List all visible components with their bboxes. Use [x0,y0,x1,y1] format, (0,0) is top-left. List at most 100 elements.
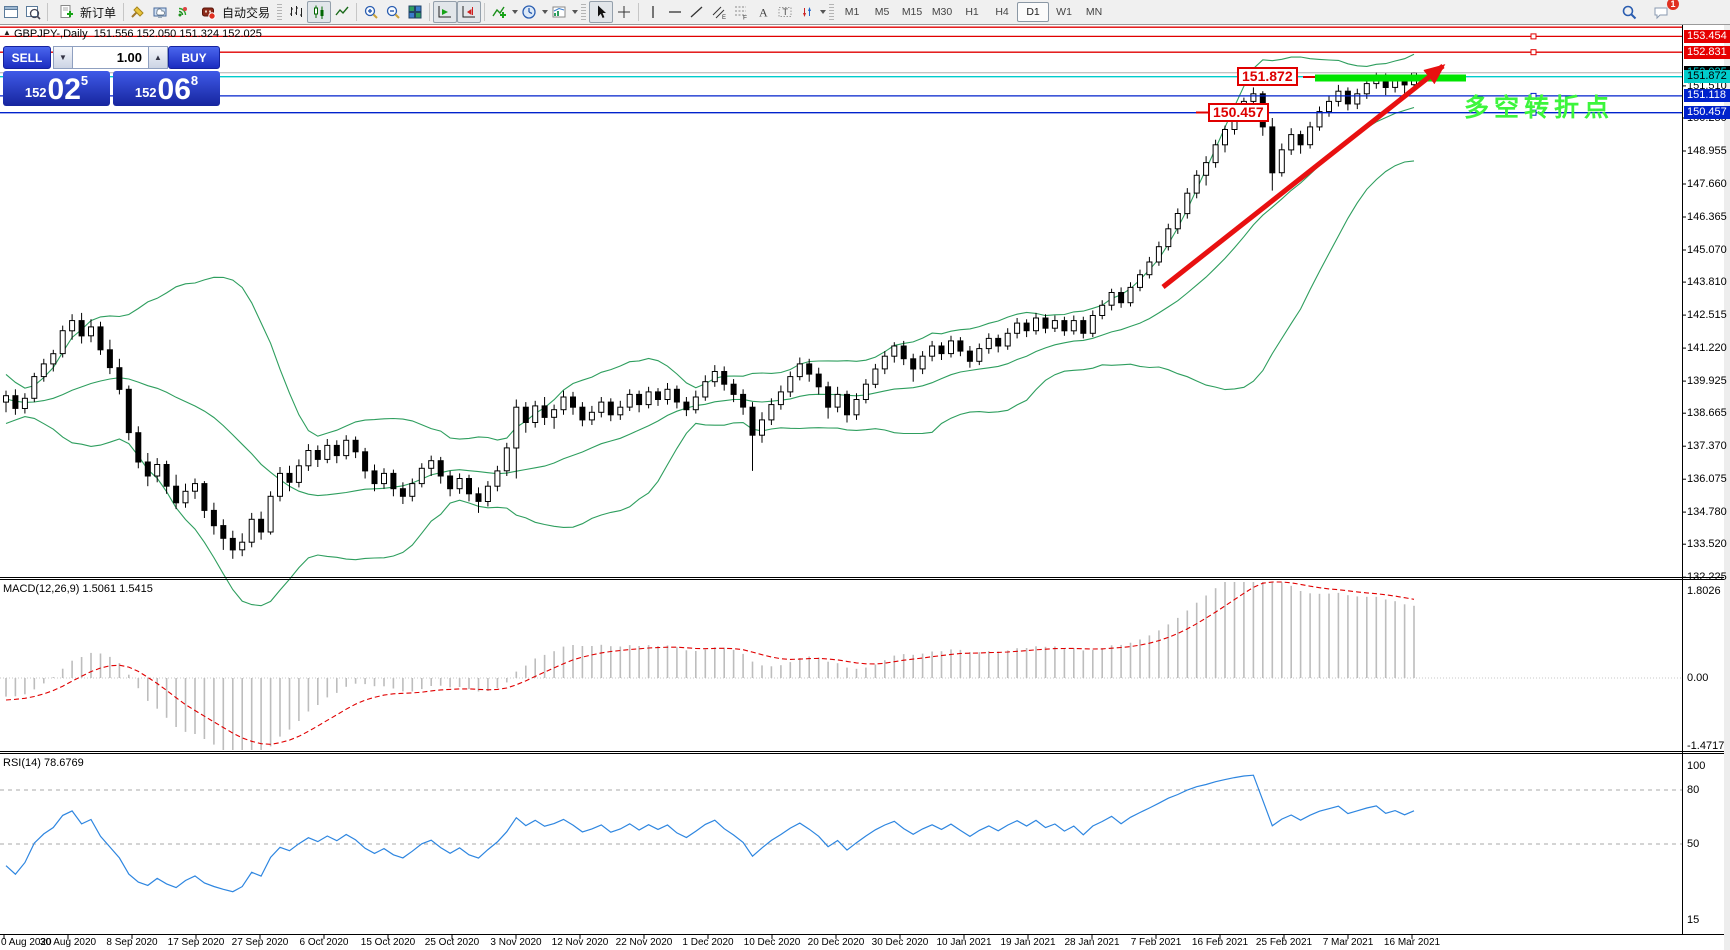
pane-borders [0,25,1730,939]
chart-preview-icon[interactable] [22,2,44,22]
publish-icon[interactable] [149,2,171,22]
macd-axis-tick: 1.8026 [1687,585,1721,597]
volume-decrease-button[interactable]: ▼ [53,46,73,69]
timeframe-m30[interactable]: M30 [931,6,953,18]
toolbar-separator [123,3,125,21]
auto-scroll-icon[interactable] [433,1,458,23]
horizontal-line-icon[interactable] [664,2,686,22]
date-axis-label: 7 Mar 2021 [1322,937,1374,948]
price-level-label: 152.831 [1684,45,1730,59]
date-axis-label: 16 Mar 2021 [1383,937,1441,948]
crosshair-icon[interactable] [613,2,635,22]
candles [3,72,1417,559]
timeframe-mn[interactable]: MN [1085,6,1103,18]
window-right-edge [1724,25,1730,950]
search-icon[interactable] [1618,2,1640,22]
zoom-in-icon[interactable] [360,2,382,22]
timeframe-h1[interactable]: H1 [965,6,979,18]
volume-input[interactable] [73,46,148,69]
toolbar-separator [484,3,486,21]
price-axis-tick: 148.955 [1687,145,1727,157]
sell-price-handle: 152 [24,85,47,100]
date-axis-label: 12 Nov 2020 [551,937,609,948]
price-axis-tick: 147.660 [1687,178,1727,190]
timeframe-m1[interactable]: M1 [844,6,860,18]
candlestick-chart-icon[interactable] [307,1,332,23]
tile-windows-icon[interactable] [404,2,426,22]
new-order-button[interactable]: 新订单 [51,2,120,22]
macd-signal-line [5,581,1415,745]
styler-icon[interactable] [127,2,149,22]
date-axis-label: 10 Jan 2021 [936,937,992,948]
toolbar-separator [356,3,358,21]
buy-button[interactable]: BUY [168,46,220,69]
equidistant-channel-icon[interactable]: E [708,2,730,22]
chart-shift-icon[interactable] [457,1,482,23]
chat-badge: 1 [1667,0,1679,10]
fibonacci-icon[interactable]: F [730,2,752,22]
horizontal-level-lines[interactable] [0,26,1682,116]
toolbar: 新订单 自动交易 [0,0,1730,25]
price-axis-tick: 138.665 [1687,407,1727,420]
chat-icon[interactable]: 1 [1650,0,1679,22]
autotrade-label: 自动交易 [222,5,271,20]
cn-annotation[interactable]: 多空转折点 [1464,94,1615,122]
date-axis-label: 30 Dec 2020 [871,937,929,948]
buy-price-handle: 152 [134,85,157,100]
bar-chart-icon[interactable] [285,2,307,22]
date-axis-label: 27 Sep 2020 [231,937,289,948]
toolbar-grip [829,4,835,20]
price-axis-tick: 136.075 [1687,473,1727,486]
timeframe-w1[interactable]: W1 [1056,6,1072,18]
text-label-icon[interactable]: T [774,2,796,22]
new-chart-icon[interactable] [0,2,22,22]
price-level-label: 153.454 [1684,29,1730,43]
text-icon[interactable]: A [752,2,774,22]
date-axis-label: 1 Dec 2020 [682,937,734,948]
zoom-out-icon[interactable] [382,2,404,22]
indicators-icon[interactable] [488,2,510,22]
date-axis-label: 20 Dec 2020 [807,937,865,948]
date-axis-label: 19 Jan 2021 [1000,937,1056,948]
sell-button[interactable]: SELL [3,46,51,69]
cursor-icon[interactable] [589,1,614,23]
timeframe-h4[interactable]: H4 [995,6,1009,18]
date-axis-label: 7 Feb 2021 [1130,937,1182,948]
sell-price-big: 02 [47,73,81,106]
chart-canvas[interactable] [0,25,1730,950]
date-axis-label: 3 Nov 2020 [490,937,542,948]
toolbar-separator [429,3,431,21]
macd-axis-tick: 0.00 [1687,672,1709,684]
timeframe-m15[interactable]: M15 [901,6,923,18]
templates-dropdown-icon[interactable] [572,10,579,14]
price-callout-150457[interactable]: 150.457 [1208,103,1269,122]
periods-icon[interactable] [518,2,540,22]
line-chart-icon[interactable] [331,2,353,22]
indicators-dropdown-icon[interactable] [512,10,519,14]
price-level-label: 151.118 [1684,89,1730,103]
signals-icon[interactable] [171,2,193,22]
templates-icon[interactable] [548,2,570,22]
timeframe-m5[interactable]: M5 [874,6,890,18]
trendline-icon[interactable] [686,2,708,22]
arrows-dropdown-icon[interactable] [820,10,827,14]
vertical-line-icon[interactable] [642,2,664,22]
buy-price-tile[interactable]: 152 06 8 [113,71,220,106]
chart-annotations[interactable] [1161,64,1466,289]
date-axis-label: 8 Sep 2020 [106,937,158,948]
date-axis-label: 22 Nov 2020 [615,937,673,948]
macd-label: MACD(12,26,9) 1.5061 1.5415 [3,583,153,595]
toolbar-separator [638,3,640,21]
volume-increase-button[interactable]: ▲ [148,46,168,69]
price-callout-151872[interactable]: 151.872 [1237,67,1298,86]
periods-dropdown-icon[interactable] [542,10,549,14]
one-click-trading-panel: SELL ▼ ▲ BUY 152 02 5 152 06 8 [3,46,220,106]
sell-price-tile[interactable]: 152 02 5 [3,71,110,106]
arrows-icon[interactable] [796,2,818,22]
autotrade-button[interactable]: 自动交易 [193,2,274,22]
timeframe-d1[interactable]: D1 [1017,2,1050,22]
new-order-icon [55,2,77,22]
oneclick-collapse-icon[interactable]: ▲ [3,28,11,37]
